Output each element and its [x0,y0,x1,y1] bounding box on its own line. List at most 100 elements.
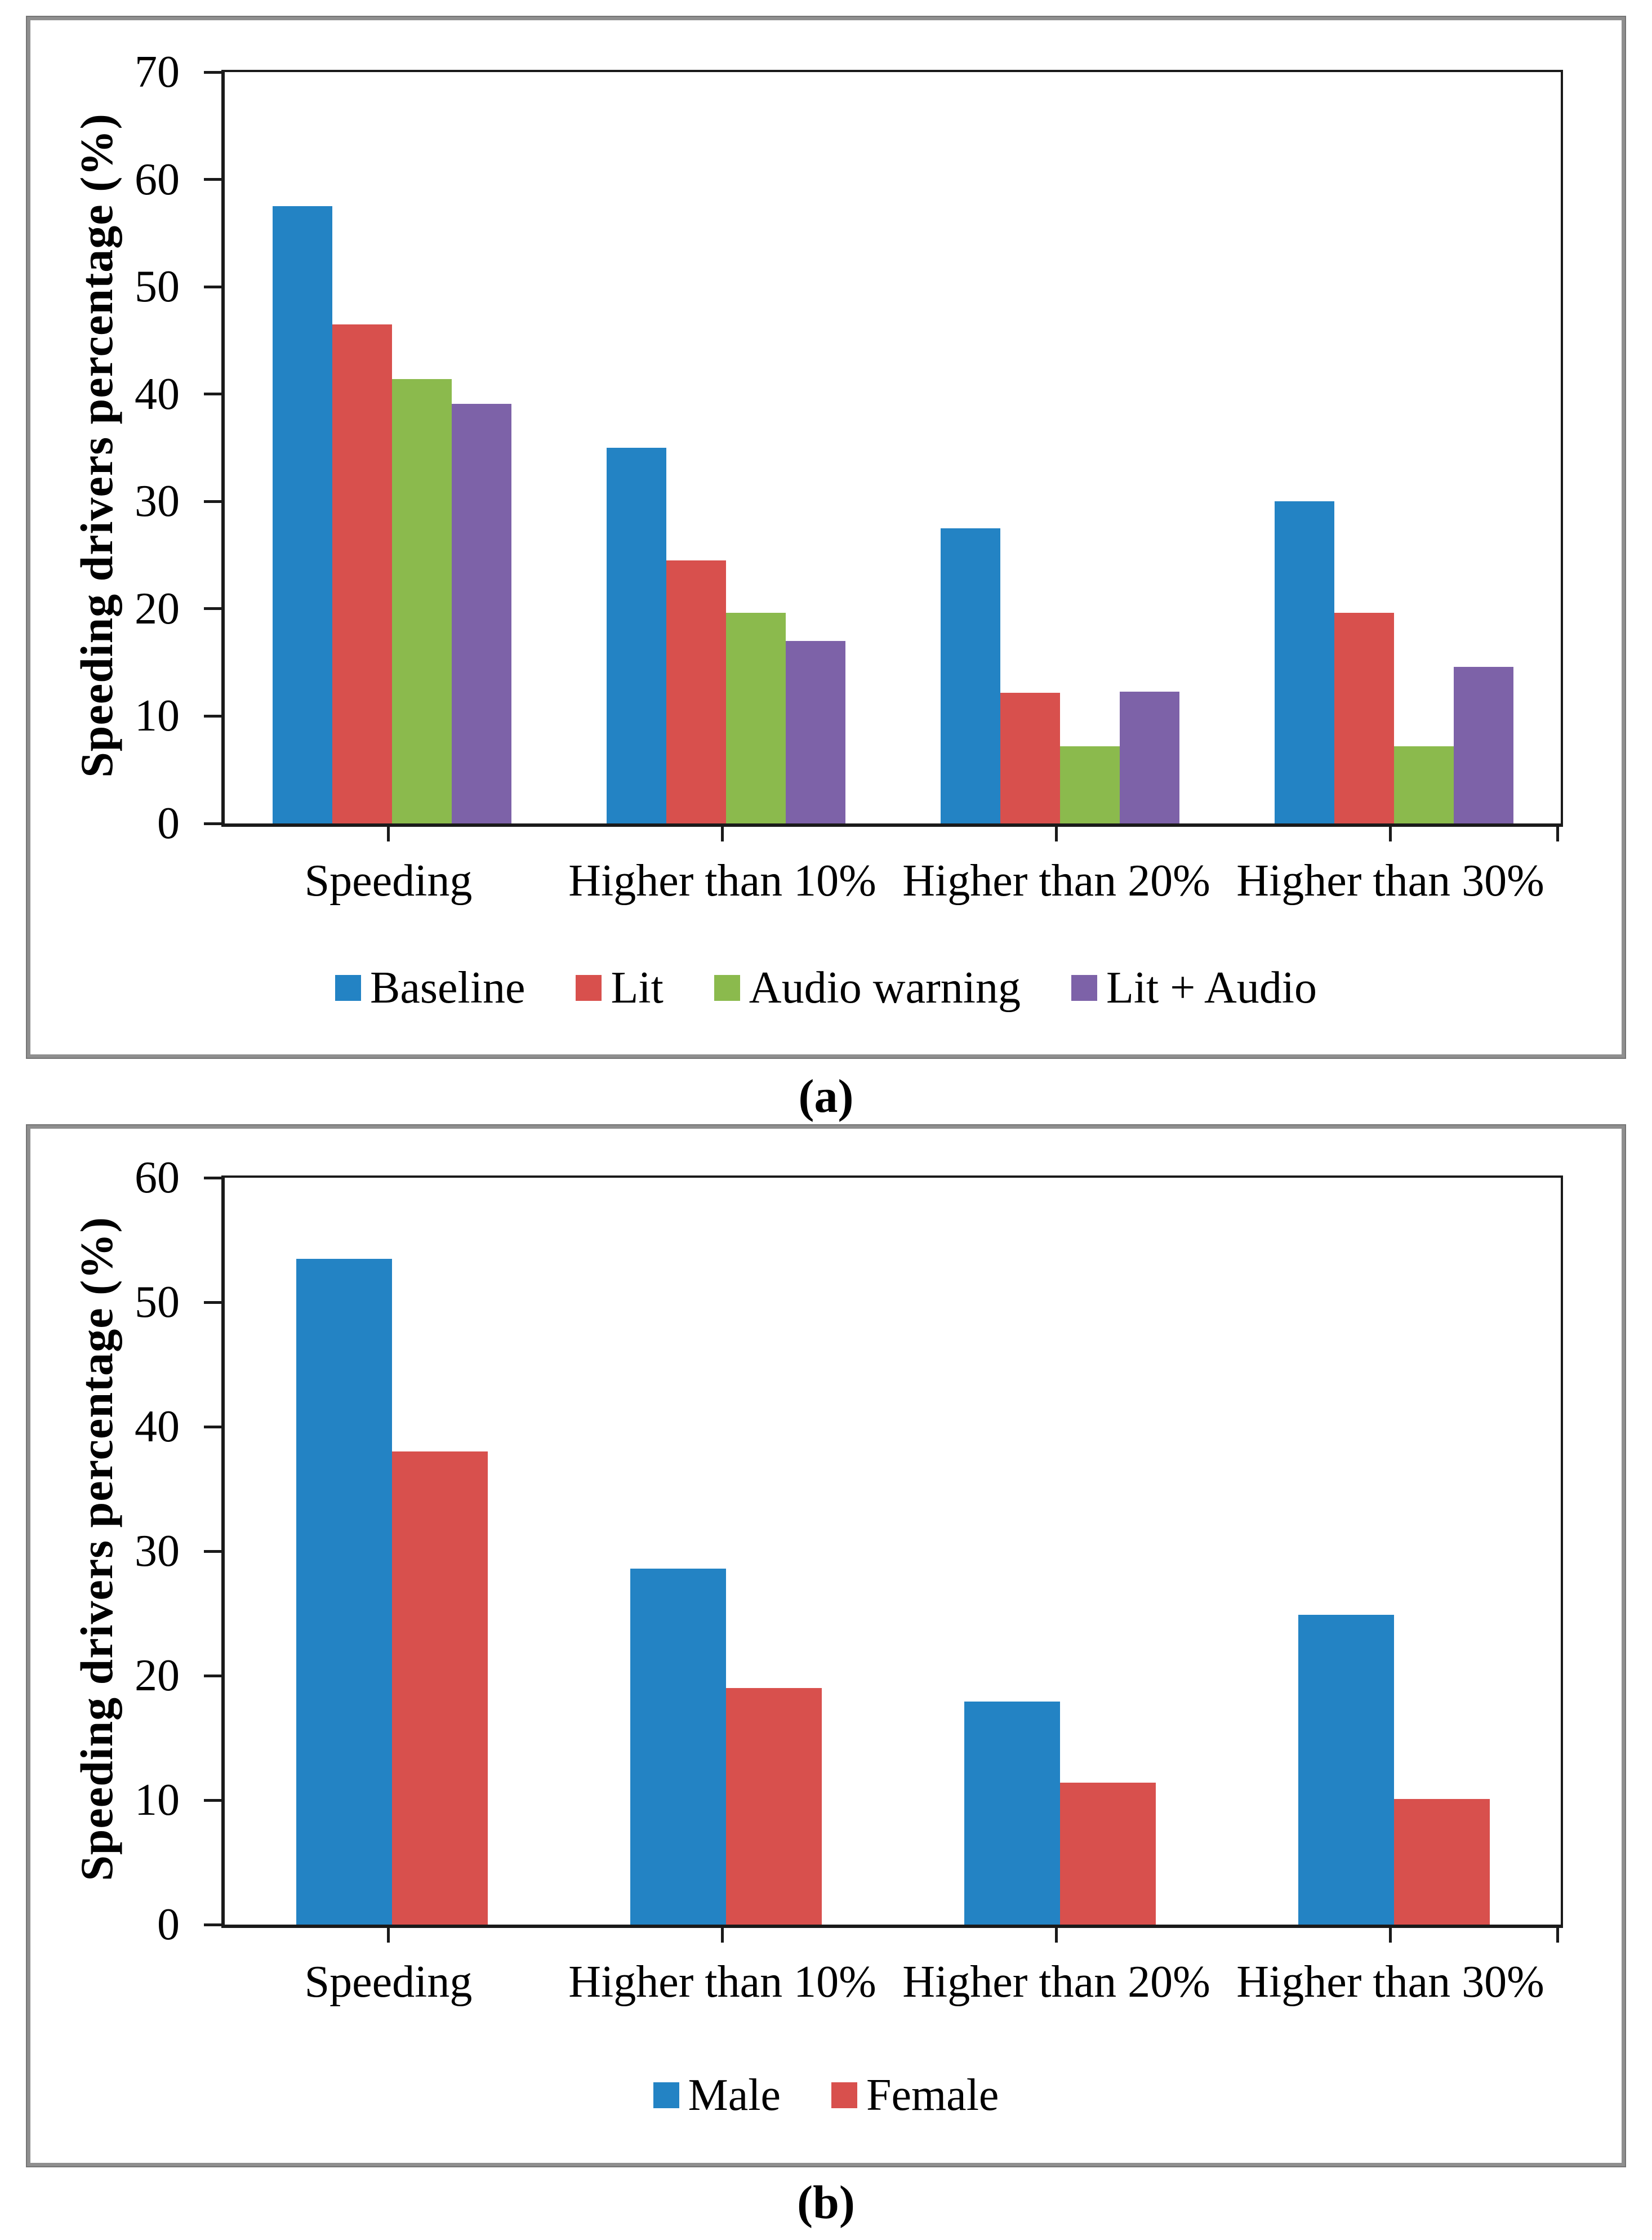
y-tick-mark [204,1549,222,1553]
x-tick-mark [1055,1928,1058,1943]
x-category-label: Higher than 10% [568,856,876,906]
bar-female [391,1451,488,1925]
bar-audio-warning [725,613,786,823]
bar-baseline [940,528,1000,823]
legend-label: Female [866,2070,999,2120]
y-tick-mark [204,1798,222,1802]
bar-male [296,1258,392,1925]
chart-panel-b: Speeding drivers percentage (%) 60 50 40 30… [26,1124,1626,2167]
y-tick-label: 20 [135,1651,180,1700]
legend-swatch [1071,975,1097,1001]
y-tick-label: 50 [135,1277,180,1327]
bar-baseline [272,206,332,823]
bar-lit [332,324,392,823]
x-category-label: Speeding [304,856,473,906]
y-tick-label: 40 [135,1402,180,1451]
legend-label: Lit [611,963,664,1013]
legend: Male Female [30,2069,1622,2121]
bar-male [1298,1614,1394,1925]
legend-item-male: Male [653,2069,781,2121]
x-tick-mark [1556,1928,1559,1943]
bar-male [630,1568,726,1925]
x-tick-mark [387,1928,390,1943]
legend-swatch [335,975,361,1001]
bar-group [893,1702,1227,1925]
bar-audio-warning [1059,746,1120,823]
legend-item-audio-warning: Audio warning [714,962,1021,1014]
x-tick-mark [721,1928,724,1943]
legend-swatch [576,975,602,1001]
x-category-label: Higher than 30% [1236,856,1544,906]
legend-item-female: Female [831,2069,999,2121]
bar-lit-audio [1453,666,1513,823]
bar-baseline [1274,501,1334,823]
bar-group [1227,501,1561,823]
bar-group [893,528,1227,823]
y-tick-mark [204,393,222,396]
legend: Baseline Lit Audio warning Lit + Audio [30,962,1622,1014]
x-tick-mark [721,827,724,841]
legend-label: Audio warning [749,963,1021,1013]
caption-b: (b) [797,2176,855,2229]
legend-swatch [831,2082,857,2108]
caption-a: (a) [798,1070,854,1123]
y-tick-label: 20 [135,584,180,634]
x-category-label: Higher than 30% [1236,1957,1544,2007]
bar-groups [225,1178,1561,1925]
bar-female [1393,1798,1490,1925]
legend-label: Lit + Audio [1106,963,1317,1013]
bar-lit-audio [451,403,511,823]
bar-lit-audio [1119,691,1179,823]
x-category-label: Higher than 10% [568,1957,876,2007]
bar-baseline [606,448,666,823]
x-tick-mark [1556,827,1559,841]
bar-chart-b: Speeding drivers percentage (%) 60 50 40 30… [30,1129,1622,2163]
x-tick-mark [1389,827,1392,841]
bar-groups [225,72,1561,823]
bar-lit [1334,613,1394,823]
bar-lit-audio [785,641,845,823]
plot-area [221,1175,1563,1928]
y-tick-label: 70 [135,47,180,97]
y-tick-mark [204,70,222,74]
x-tick-mark [387,827,390,841]
y-tick-label: 0 [157,1900,180,1949]
legend-item-baseline: Baseline [335,962,525,1014]
legend-label: Male [688,2070,781,2120]
y-tick-label: 10 [135,691,180,741]
y-tick-mark [204,500,222,503]
bar-group [225,206,559,823]
y-tick-mark [204,1425,222,1428]
chart-panel-a: Speeding drivers percentage (%) 70 60 50 40… [26,16,1626,1059]
x-category-label: Speeding [304,1957,473,2007]
legend-item-lit-audio: Lit + Audio [1071,962,1317,1014]
x-axis-labels: Speeding Higher than 10% Higher than 20% Hi… [221,1956,1557,2008]
y-tick-label: 40 [135,369,180,419]
y-tick-mark [204,1923,222,1926]
y-tick-label: 10 [135,1775,180,1825]
y-tick-label: 30 [135,1526,180,1576]
y-tick-label: 60 [135,1153,180,1203]
y-tick-label: 50 [135,262,180,312]
bar-audio-warning [1393,746,1454,823]
bar-group [559,448,893,823]
y-tick-mark [204,822,222,825]
y-tick-mark [204,1301,222,1304]
y-tick-mark [204,1674,222,1677]
bar-female [725,1688,822,1925]
x-category-label: Higher than 20% [902,856,1210,906]
legend-item-lit: Lit [576,962,664,1014]
y-tick-mark [204,285,222,288]
y-tick-mark [204,714,222,718]
bar-group [225,1258,559,1925]
x-category-label: Higher than 20% [902,1957,1210,2007]
legend-swatch [653,2082,679,2108]
bar-audio-warning [391,379,452,823]
y-tick-label: 60 [135,154,180,204]
y-tick-mark [204,178,222,181]
x-tick-mark [1389,1928,1392,1943]
y-axis-label: Speeding drivers percentage (%) [71,113,122,778]
y-tick-mark [204,1176,222,1179]
bar-chart-a: Speeding drivers percentage (%) 70 60 50 40… [30,20,1622,1054]
